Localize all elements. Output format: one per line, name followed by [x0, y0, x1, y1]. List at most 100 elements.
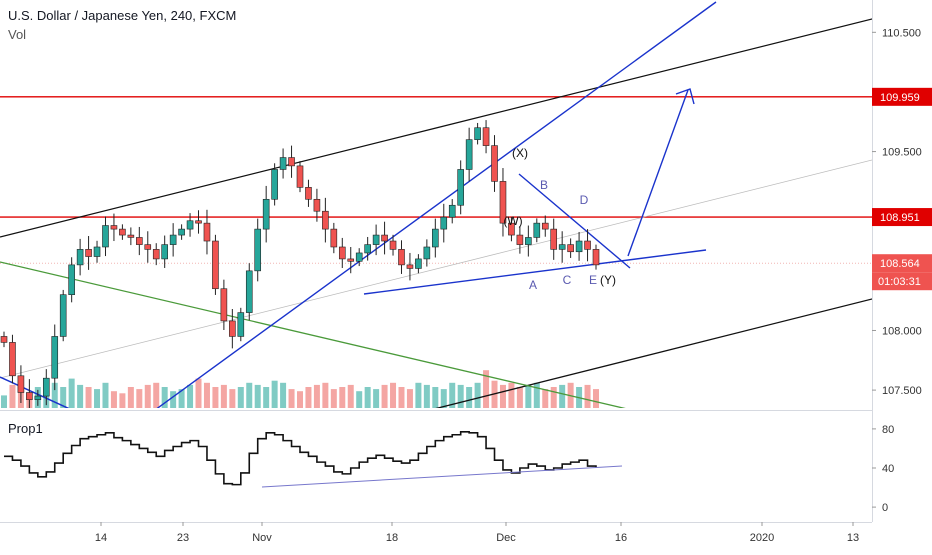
wave-label: B — [540, 178, 548, 192]
volume-bar — [474, 382, 481, 408]
price-tick-label: 110.500 — [882, 27, 921, 39]
candle — [42, 377, 50, 397]
volume-bar — [85, 387, 92, 408]
candle — [9, 342, 16, 377]
volume-bar — [153, 382, 160, 408]
candle — [161, 244, 168, 260]
time-tick-label: 13 — [847, 532, 859, 544]
volume-bar — [212, 387, 219, 408]
volume-bar — [68, 378, 75, 408]
time-tick-label: Nov — [252, 532, 272, 544]
candle — [195, 220, 202, 224]
candle — [119, 228, 126, 236]
volume-bar — [432, 387, 439, 408]
volume-bar — [102, 382, 109, 408]
projection-arrow-line — [627, 89, 689, 257]
volume-bar — [364, 387, 371, 408]
price-tick-label: 107.500 — [882, 385, 922, 397]
wave-label: (W) — [503, 214, 522, 228]
volume-bar — [423, 384, 430, 408]
volume-bar — [254, 384, 261, 408]
time-tick-label: 18 — [386, 532, 398, 544]
volume-bar — [457, 384, 464, 408]
candle — [525, 237, 532, 245]
candle — [144, 244, 152, 250]
ascending-trendline — [156, 1, 717, 408]
triangle-lower-line — [363, 249, 707, 295]
osc-tick-label: 80 — [882, 424, 894, 436]
volume-bar — [330, 389, 337, 408]
volume-bar — [229, 389, 236, 408]
candle — [389, 240, 397, 250]
volume-bar — [237, 387, 244, 408]
volume-bar — [94, 389, 101, 408]
candle — [541, 222, 549, 230]
candle — [0, 336, 8, 343]
volume-bar — [499, 384, 506, 408]
trendline-group — [0, 1, 872, 408]
candle — [533, 222, 541, 238]
volume-bar — [398, 387, 405, 408]
oscillator-line — [4, 431, 597, 486]
volume-bar — [347, 384, 354, 408]
time-tick-label: 2020 — [750, 532, 774, 544]
volume-bar — [144, 384, 151, 408]
volume-bar — [322, 382, 329, 408]
volume-bar — [297, 391, 303, 408]
time-tick-label: 16 — [615, 532, 627, 544]
candle — [17, 375, 25, 393]
countdown-label: 01:03:31 — [878, 276, 921, 288]
volume-bar — [178, 389, 185, 408]
volume-bar — [170, 391, 177, 408]
volume-bar — [60, 387, 67, 408]
candle — [220, 288, 228, 322]
resistance-badge — [872, 208, 932, 227]
volume-bar — [51, 382, 58, 408]
candle — [482, 127, 490, 146]
candle — [169, 234, 177, 245]
mid-channel-line — [0, 159, 872, 379]
volume-bar — [288, 389, 295, 408]
volume-bar — [9, 384, 16, 408]
time-tick-label: Dec — [496, 532, 516, 544]
price-tick-label: 108.000 — [882, 325, 922, 337]
volume-bar — [466, 387, 473, 408]
price-tick-label: 109.500 — [882, 147, 922, 159]
wave-label: C — [563, 273, 572, 287]
wave-label: E — [589, 273, 597, 287]
volume-bar — [533, 382, 540, 408]
candle — [364, 244, 371, 254]
oscillator-trendline — [261, 465, 623, 488]
volume-bar — [161, 387, 168, 408]
volume-bar — [1, 395, 7, 408]
osc-tick-label: 0 — [882, 502, 888, 514]
candle — [330, 228, 338, 248]
countdown-badge — [872, 272, 932, 291]
volume-bar — [440, 389, 447, 408]
candle — [355, 252, 363, 262]
candle — [68, 264, 75, 295]
candle — [499, 181, 507, 224]
resistance-badge-label: 108.951 — [880, 212, 920, 224]
volume-label: Vol — [8, 27, 27, 42]
volume-bar — [271, 380, 278, 408]
last-price-badge — [872, 254, 932, 273]
candle — [271, 169, 278, 200]
volume-bar — [203, 382, 210, 408]
candle — [203, 222, 211, 242]
candle — [110, 225, 118, 230]
candle — [85, 249, 92, 257]
candle — [432, 228, 439, 248]
candle — [136, 237, 143, 245]
candle — [51, 336, 59, 379]
descending-line — [0, 261, 626, 408]
wave-label: A — [529, 278, 537, 292]
candle — [212, 240, 219, 290]
candle — [347, 258, 355, 262]
volume-bar — [559, 384, 566, 408]
volume-bar — [246, 382, 253, 408]
lower-channel-line — [435, 298, 872, 408]
